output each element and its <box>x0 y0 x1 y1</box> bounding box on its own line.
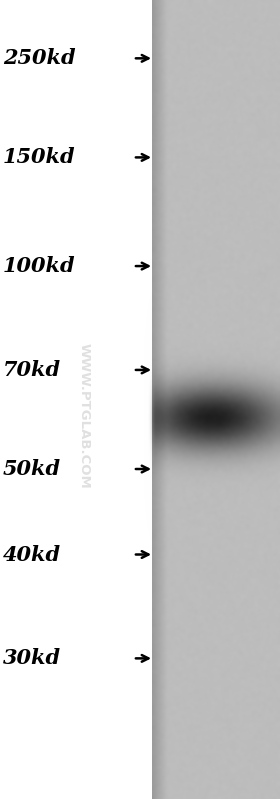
Text: WWW.PTGLAB.COM: WWW.PTGLAB.COM <box>78 343 90 488</box>
Text: 70kd: 70kd <box>3 360 61 380</box>
Text: 30kd: 30kd <box>3 648 61 669</box>
Text: 150kd: 150kd <box>3 147 75 168</box>
Text: 250kd: 250kd <box>3 48 75 69</box>
Text: 100kd: 100kd <box>3 256 75 276</box>
Text: 40kd: 40kd <box>3 544 61 565</box>
Text: 50kd: 50kd <box>3 459 61 479</box>
